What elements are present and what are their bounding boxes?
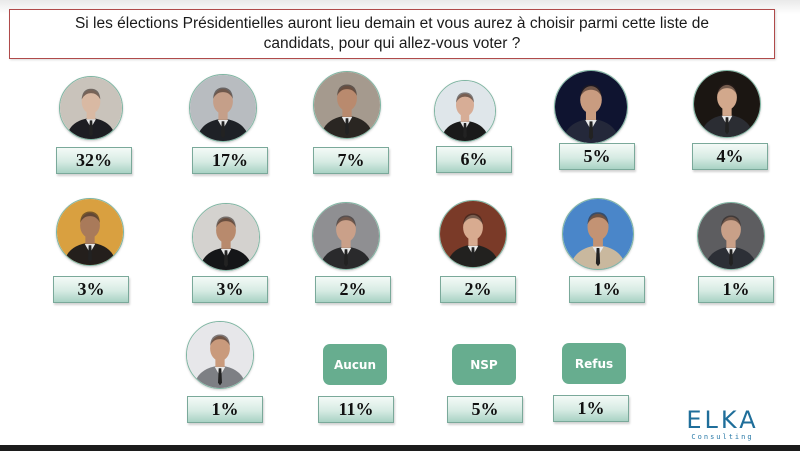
person-icon (57, 199, 123, 265)
elka-logo: ELKA Consulting (660, 408, 785, 442)
person-icon (193, 204, 259, 270)
person-icon (435, 81, 495, 141)
candidate-photo (192, 203, 260, 271)
candidate-percentage: 7% (313, 147, 389, 174)
candidate-photo (697, 202, 765, 270)
candidate-percentage: 4% (692, 143, 768, 170)
person-icon (60, 77, 122, 139)
candidate-photo (189, 74, 257, 142)
candidate-percentage: 17% (192, 147, 268, 174)
question-line-1: Si les élections Présidentielles auront … (74, 15, 710, 32)
candidate-photo (562, 198, 634, 270)
option-percentage-nsp: 5% (447, 396, 523, 423)
candidate-percentage: 6% (436, 146, 512, 173)
bottom-bar (0, 445, 800, 451)
option-label-aucun: Aucun (323, 344, 387, 385)
candidate-percentage: 2% (315, 276, 391, 303)
question-box: Si les élections Présidentielles auront … (9, 9, 775, 59)
candidate-percentage: 5% (559, 143, 635, 170)
person-icon (694, 71, 760, 137)
candidate-percentage: 2% (440, 276, 516, 303)
candidate-photo (439, 200, 507, 268)
candidate-photo (56, 198, 124, 266)
candidate-photo (312, 202, 380, 270)
candidate-percentage: 1% (569, 276, 645, 303)
candidate-photo (434, 80, 496, 142)
candidate-photo (554, 70, 628, 144)
person-icon (440, 201, 506, 267)
option-label-refus: Refus (562, 343, 626, 384)
candidate-photo (693, 70, 761, 138)
candidate-photo (313, 71, 381, 139)
person-icon (563, 199, 633, 269)
person-icon (187, 322, 253, 388)
candidate-percentage: 3% (53, 276, 129, 303)
logo-name: ELKA (686, 406, 759, 434)
candidate-percentage: 1% (698, 276, 774, 303)
candidate-photo (59, 76, 123, 140)
person-icon (190, 75, 256, 141)
person-icon (555, 71, 627, 143)
logo-subtitle: Consulting (691, 433, 754, 441)
candidate-photo (186, 321, 254, 389)
candidate-percentage: 1% (187, 396, 263, 423)
question-line-2: candidats, pour qui allez-vous voter ? (263, 35, 521, 52)
option-percentage-refus: 1% (553, 395, 629, 422)
person-icon (698, 203, 764, 269)
candidate-percentage: 32% (56, 147, 132, 174)
person-icon (314, 72, 380, 138)
option-label-nsp: NSP (452, 344, 516, 385)
candidate-percentage: 3% (192, 276, 268, 303)
person-icon (313, 203, 379, 269)
option-percentage-aucun: 11% (318, 396, 394, 423)
